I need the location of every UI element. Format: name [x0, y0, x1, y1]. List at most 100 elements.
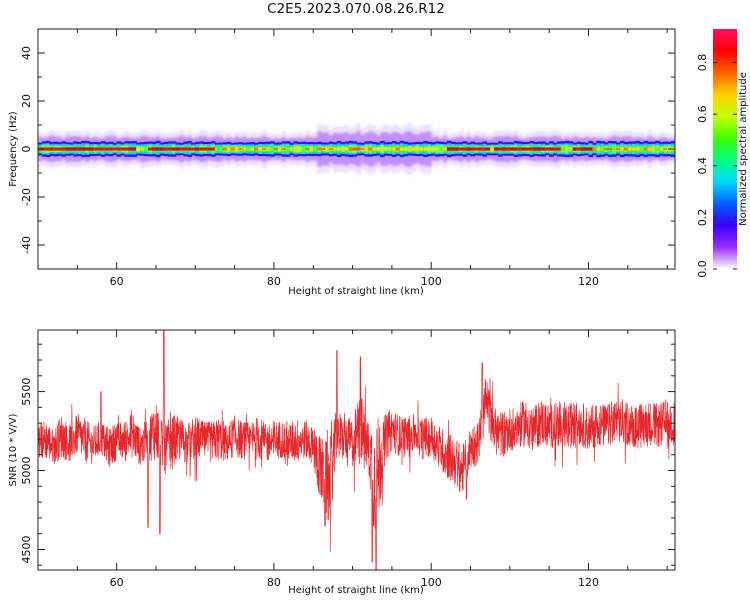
snr-y-tick-label: 5500: [20, 378, 33, 406]
spectrogram-cell: [183, 148, 189, 150]
spectrogram-cell: [112, 148, 118, 150]
spectrogram-cell: [478, 148, 483, 150]
spectrogram-cell: [470, 148, 476, 150]
spectrogram-cell: [659, 147, 664, 151]
spectrogram-cell: [262, 148, 267, 150]
spectrogram-cell: [309, 147, 314, 151]
spectrogram-cell: [639, 147, 645, 151]
spectrogram-cell: [584, 148, 590, 150]
spectrogram-y-tick-label: 40: [20, 46, 33, 60]
colorbar-label: Normalized spectral amplitude: [738, 72, 749, 226]
spectrogram-cell: [348, 147, 354, 151]
snr-y-tick-label: 5000: [20, 457, 33, 485]
snr-x-tick-label: 60: [110, 576, 124, 589]
spectrogram-cell: [238, 148, 244, 150]
spectrogram-cell: [65, 148, 71, 150]
spectrogram-cell: [431, 147, 436, 151]
spectrogram-cell: [211, 148, 216, 150]
spectrogram-cell: [399, 147, 405, 151]
spectrogram-cell: [608, 148, 613, 150]
spectrogram-cell: [281, 148, 287, 150]
spectrogram-cell: [443, 147, 448, 151]
spectrogram-cell: [663, 148, 668, 150]
spectrogram-cell: [647, 147, 653, 151]
spectrogram-cell: [226, 147, 232, 151]
spectrogram-cell: [525, 148, 531, 150]
snr-x-tick-label: 80: [267, 576, 281, 589]
spectrogram-cell: [356, 148, 362, 150]
snr-panel: 60 80 100 120 4500 5000 5500 Height of straigh…: [8, 329, 676, 596]
spectrogram-cell: [285, 147, 291, 151]
spectrogram-cell: [344, 147, 350, 151]
colorbar-tick-label: 0.0: [696, 260, 709, 278]
snr-line-series: [38, 330, 675, 570]
spectrogram-x-axis-label: Height of straight line (km): [288, 286, 424, 297]
spectrogram-cell: [273, 148, 279, 150]
spectrogram-cell: [163, 148, 169, 150]
spectrogram-cell: [627, 147, 633, 151]
spectrogram-x-tick-label: 80: [267, 275, 281, 288]
spectrogram-cell: [505, 148, 511, 150]
spectrogram-cell: [372, 147, 377, 151]
spectrogram-cell: [619, 147, 625, 151]
colorbar-tick-label: 0.8: [696, 54, 709, 72]
spectrogram-cell: [592, 147, 597, 151]
colorbar-gradient: [713, 29, 737, 269]
spectrogram-cell: [120, 148, 126, 150]
spectrogram-cell: [250, 147, 255, 151]
spectrogram-cell: [203, 148, 208, 150]
spectrogram-cell: [549, 148, 554, 150]
snr-x-tick-label: 120: [578, 576, 599, 589]
spectrogram-cell: [96, 148, 102, 150]
spectrogram-cell: [254, 147, 259, 151]
spectrogram-y-axis-label: Frequency (Hz): [8, 111, 19, 187]
spectrogram-cell: [600, 147, 605, 151]
spectrogram-cell: [454, 148, 460, 150]
colorbar-tick-label: 0.4: [696, 157, 709, 175]
snr-frame: [37, 329, 676, 571]
spectrogram-x-tick-label: 120: [578, 275, 599, 288]
spectrogram-cell: [419, 147, 424, 151]
spectrogram-cell: [305, 148, 310, 150]
spectrogram-cell: [643, 147, 649, 151]
spectrogram-cell: [623, 147, 629, 151]
spectrogram-cell: [564, 147, 570, 151]
spectrogram-cell: [144, 147, 149, 151]
spectrogram-cell: [545, 148, 550, 150]
spectrogram-cell: [446, 148, 452, 150]
spectrogram-cell: [537, 148, 542, 150]
spectrogram-cell: [246, 147, 251, 151]
spectrogram-cell: [631, 147, 637, 151]
spectrogram-cell: [501, 148, 507, 150]
spectrogram-y-tick-label: -20: [20, 188, 33, 206]
spectrogram-cell: [222, 147, 228, 151]
spectrogram-cell: [604, 148, 609, 150]
spectrogram-x-tick-label: 100: [421, 275, 442, 288]
spectrogram-cell: [340, 147, 346, 151]
spectrogram-cell: [313, 147, 318, 151]
spectrogram-cell: [128, 148, 133, 150]
spectrogram-cell: [482, 148, 487, 150]
spectrogram-cell: [498, 148, 503, 150]
spectrogram-cell: [415, 147, 421, 151]
spectrogram-cell: [533, 148, 538, 150]
spectrogram-cell: [159, 148, 165, 150]
spectrogram-cell: [73, 148, 78, 150]
spectrogram-cell: [93, 148, 98, 150]
spectrogram-cell: [301, 147, 306, 151]
spectrogram-cell: [486, 148, 491, 150]
spectrogram-cell: [462, 148, 468, 150]
spectrogram-cell: [116, 148, 122, 150]
snr-x-axis-label: Height of straight line (km): [288, 585, 424, 596]
spectrogram-cell: [541, 148, 546, 150]
spectrogram-cell: [553, 148, 558, 150]
snr-x-tick-label: 100: [421, 576, 442, 589]
spectrogram-cell: [557, 148, 562, 150]
spectrogram-core: [38, 140, 675, 158]
snr-line: [38, 330, 675, 570]
spectrogram-cell: [494, 148, 499, 150]
spectrogram-cell: [529, 148, 535, 150]
snr-y-axis-label: SNR (10 * V/V): [8, 413, 19, 486]
spectrogram-cell: [234, 147, 240, 151]
